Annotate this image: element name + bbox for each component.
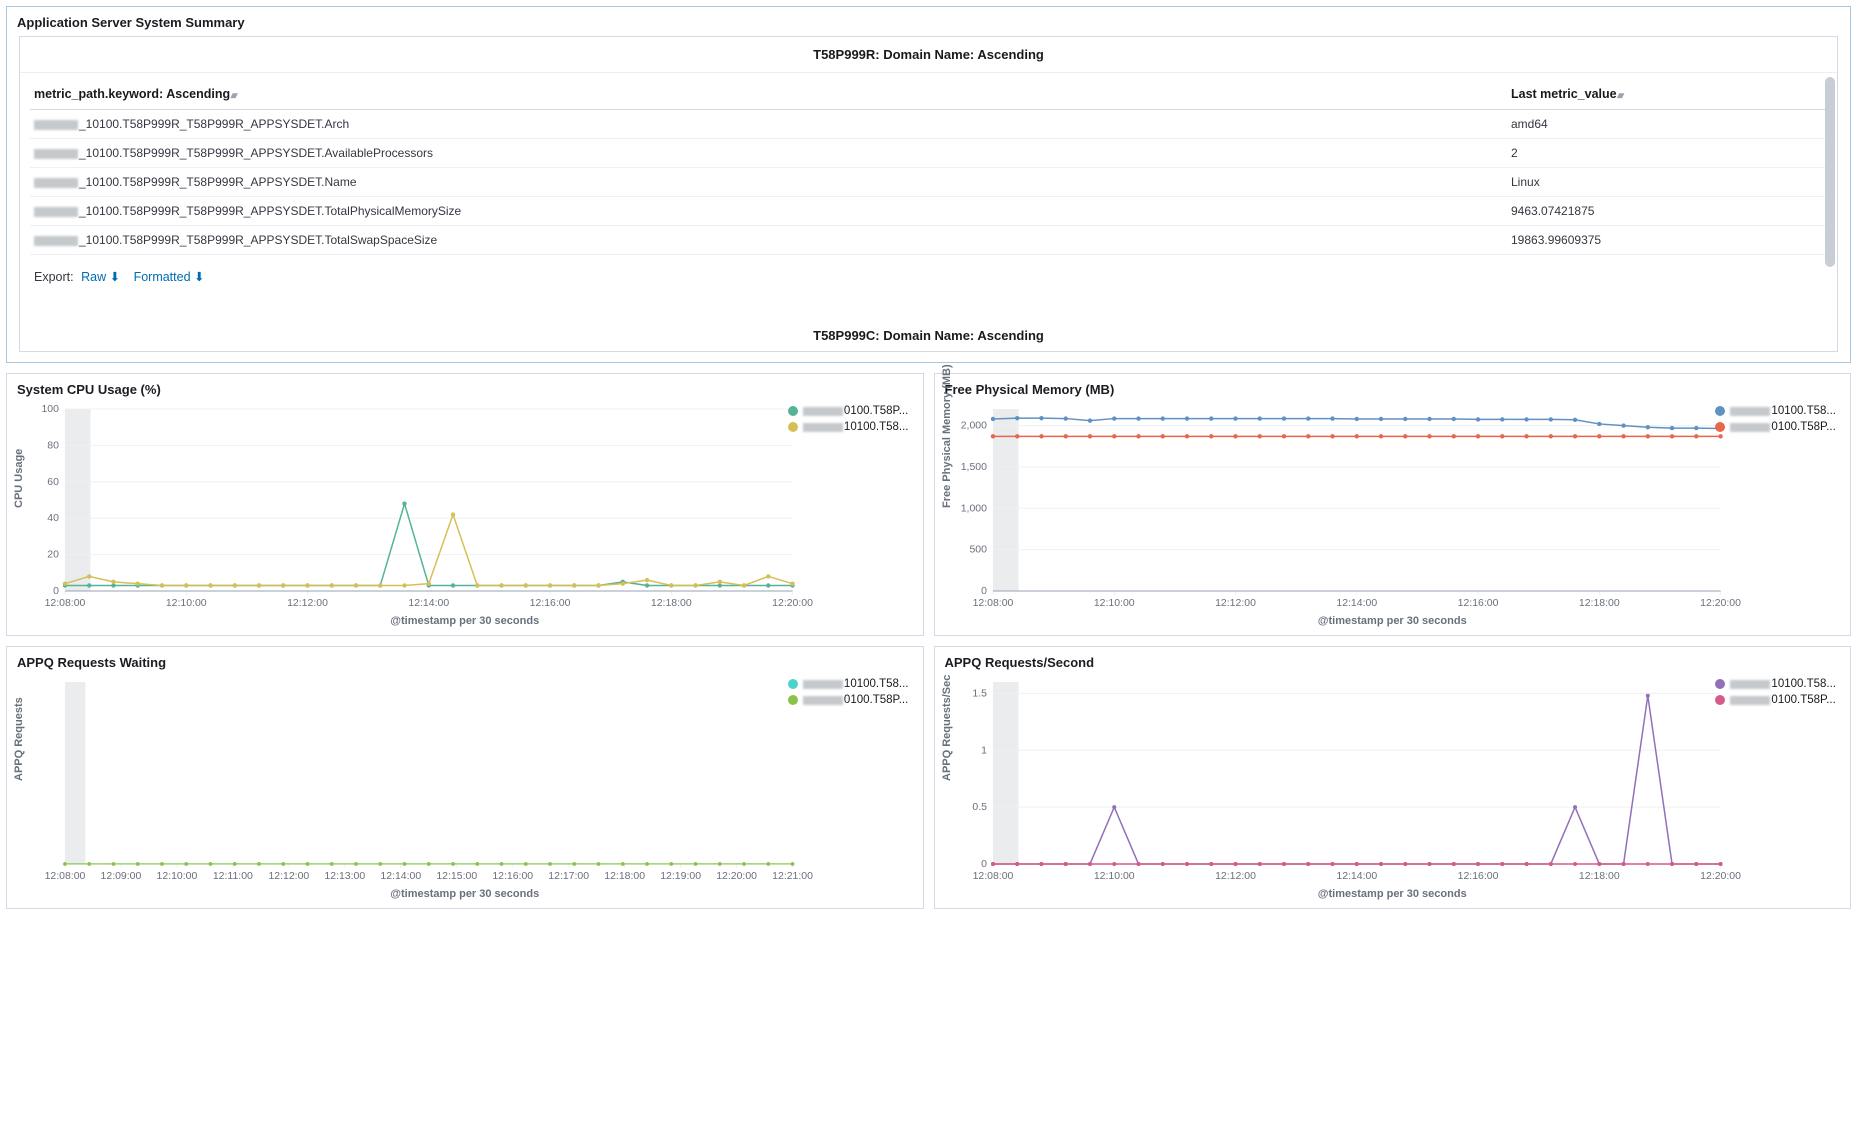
svg-text:12:20:00: 12:20:00 xyxy=(772,598,813,609)
svg-text:12:13:00: 12:13:00 xyxy=(324,871,365,882)
summary-scroll: T58P999R: Domain Name: Ascending metric_… xyxy=(19,36,1838,352)
table-row[interactable]: _10100.T58P999R_T58P999R_APPSYSDET.Avail… xyxy=(30,139,1827,168)
svg-text:12:14:00: 12:14:00 xyxy=(408,598,449,609)
cpu-legend[interactable]: 0100.T58P... 10100.T58... xyxy=(788,405,909,437)
download-icon: ⬇ xyxy=(110,270,120,284)
svg-text:12:08:00: 12:08:00 xyxy=(45,871,86,882)
download-icon: ⬇ xyxy=(194,270,204,284)
domain-header-2: T58P999C: Domain Name: Ascending xyxy=(20,288,1837,351)
svg-text:12:20:00: 12:20:00 xyxy=(1700,871,1741,882)
export-row: Export: Raw ⬇ Formatted ⬇ xyxy=(20,255,1837,288)
wait-title: APPQ Requests Waiting xyxy=(17,655,913,670)
svg-text:12:18:00: 12:18:00 xyxy=(1578,598,1619,609)
col-metric-value[interactable]: Last metric_value xyxy=(1507,79,1827,110)
svg-text:100: 100 xyxy=(41,404,59,415)
svg-text:12:16:00: 12:16:00 xyxy=(530,598,571,609)
table-row[interactable]: _10100.T58P999R_T58P999R_APPSYSDET.NameL… xyxy=(30,168,1827,197)
rps-chart: APPQ Requests/Sec 10100.T58... 0100.T58P… xyxy=(945,676,1841,886)
svg-text:12:16:00: 12:16:00 xyxy=(1457,871,1498,882)
summary-panel: Application Server System Summary T58P99… xyxy=(6,6,1851,363)
domain-header-1: T58P999R: Domain Name: Ascending xyxy=(20,37,1837,73)
svg-text:12:20:00: 12:20:00 xyxy=(1700,598,1741,609)
svg-text:12:09:00: 12:09:00 xyxy=(101,871,142,882)
svg-text:1,000: 1,000 xyxy=(960,503,986,514)
svg-text:12:12:00: 12:12:00 xyxy=(268,871,309,882)
svg-text:12:20:00: 12:20:00 xyxy=(716,871,757,882)
metrics-table: metric_path.keyword: Ascending Last metr… xyxy=(30,79,1827,255)
svg-text:12:18:00: 12:18:00 xyxy=(1578,871,1619,882)
col-metric-path[interactable]: metric_path.keyword: Ascending xyxy=(30,79,1507,110)
mem-panel: Free Physical Memory (MB) Free Physical … xyxy=(934,373,1852,636)
export-formatted-link[interactable]: Formatted ⬇ xyxy=(134,270,205,284)
svg-text:12:19:00: 12:19:00 xyxy=(660,871,701,882)
scrollbar-thumb[interactable] xyxy=(1825,77,1835,267)
svg-text:12:18:00: 12:18:00 xyxy=(604,871,645,882)
svg-text:12:08:00: 12:08:00 xyxy=(972,871,1013,882)
summary-title: Application Server System Summary xyxy=(17,15,1840,30)
wait-legend[interactable]: 10100.T58... 0100.T58P... xyxy=(788,678,909,710)
svg-text:1.5: 1.5 xyxy=(972,688,987,699)
svg-text:12:08:00: 12:08:00 xyxy=(45,598,86,609)
svg-text:12:12:00: 12:12:00 xyxy=(1215,598,1256,609)
table-row[interactable]: _10100.T58P999R_T58P999R_APPSYSDET.Archa… xyxy=(30,110,1827,139)
cpu-title: System CPU Usage (%) xyxy=(17,382,913,397)
table-row[interactable]: _10100.T58P999R_T58P999R_APPSYSDET.Total… xyxy=(30,197,1827,226)
svg-text:12:11:00: 12:11:00 xyxy=(213,871,253,882)
svg-text:12:10:00: 12:10:00 xyxy=(1093,598,1134,609)
mem-legend[interactable]: 10100.T58... 0100.T58P... xyxy=(1715,405,1836,437)
cpu-chart: CPU Usage 0100.T58P... 10100.T58... 0204… xyxy=(17,403,913,613)
export-raw-link[interactable]: Raw ⬇ xyxy=(81,270,120,284)
svg-text:60: 60 xyxy=(47,477,59,488)
svg-text:12:10:00: 12:10:00 xyxy=(1093,871,1134,882)
svg-text:0: 0 xyxy=(53,586,59,597)
svg-text:20: 20 xyxy=(47,550,59,561)
svg-text:40: 40 xyxy=(47,513,59,524)
mem-title: Free Physical Memory (MB) xyxy=(945,382,1841,397)
svg-text:12:08:00: 12:08:00 xyxy=(972,598,1013,609)
svg-text:2,000: 2,000 xyxy=(960,421,986,432)
svg-text:12:12:00: 12:12:00 xyxy=(287,598,328,609)
svg-text:12:16:00: 12:16:00 xyxy=(1457,598,1498,609)
svg-text:0.5: 0.5 xyxy=(972,802,987,813)
rps-title: APPQ Requests/Second xyxy=(945,655,1841,670)
svg-text:12:14:00: 12:14:00 xyxy=(1336,871,1377,882)
wait-panel: APPQ Requests Waiting APPQ Requests 1010… xyxy=(6,646,924,909)
svg-text:12:12:00: 12:12:00 xyxy=(1215,871,1256,882)
svg-text:12:10:00: 12:10:00 xyxy=(157,871,198,882)
export-label: Export: xyxy=(34,270,74,284)
svg-text:80: 80 xyxy=(47,440,59,451)
rps-legend[interactable]: 10100.T58... 0100.T58P... xyxy=(1715,678,1836,710)
svg-text:12:15:00: 12:15:00 xyxy=(436,871,477,882)
svg-text:12:17:00: 12:17:00 xyxy=(548,871,589,882)
svg-text:12:10:00: 12:10:00 xyxy=(166,598,207,609)
svg-text:12:21:00: 12:21:00 xyxy=(772,871,813,882)
svg-text:12:16:00: 12:16:00 xyxy=(492,871,533,882)
rps-panel: APPQ Requests/Second APPQ Requests/Sec 1… xyxy=(934,646,1852,909)
svg-text:0: 0 xyxy=(981,859,987,870)
wait-chart: APPQ Requests 10100.T58... 0100.T58P... … xyxy=(17,676,913,886)
svg-text:12:18:00: 12:18:00 xyxy=(651,598,692,609)
svg-text:0: 0 xyxy=(981,586,987,597)
cpu-panel: System CPU Usage (%) CPU Usage 0100.T58P… xyxy=(6,373,924,636)
mem-chart: Free Physical Memory (MB) 10100.T58... 0… xyxy=(945,403,1841,613)
svg-text:1,500: 1,500 xyxy=(960,462,986,473)
svg-text:12:14:00: 12:14:00 xyxy=(380,871,421,882)
svg-text:1: 1 xyxy=(981,745,987,756)
svg-text:500: 500 xyxy=(969,545,987,556)
svg-text:12:14:00: 12:14:00 xyxy=(1336,598,1377,609)
table-row[interactable]: _10100.T58P999R_T58P999R_APPSYSDET.Total… xyxy=(30,226,1827,255)
